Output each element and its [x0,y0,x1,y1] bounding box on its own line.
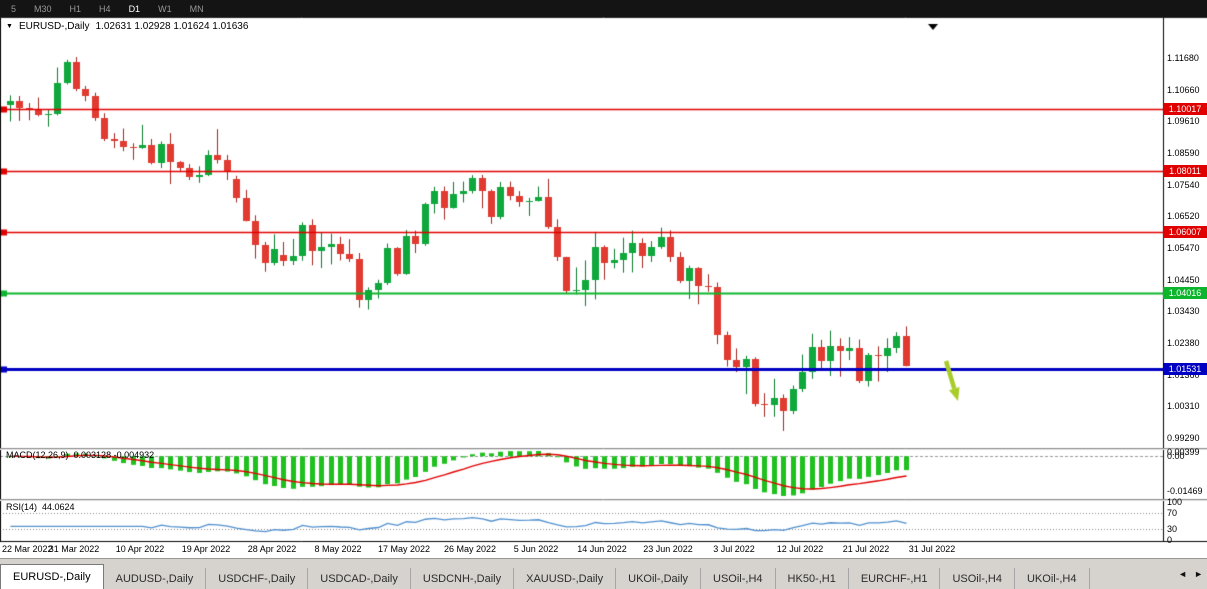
price-axis-label: 1.07540 [1167,179,1200,190]
timeframe-button-d1[interactable]: D1 [128,3,141,14]
timeframe-button-mn[interactable]: MN [189,3,204,14]
chart-tab-10-usoil-h4[interactable]: USOil-,H4 [940,568,1015,589]
chart-collapse-icon[interactable]: ▼ [6,22,13,30]
chart-tab-0-eurusd-daily[interactable]: EURUSD-,Daily [0,564,104,589]
timeframe-button-5[interactable]: 5 [11,3,17,14]
chart-tab-8-hk50-h1[interactable]: HK50-,H1 [776,568,849,589]
rsi-indicator-label: RSI(14) 44.0624 [6,502,75,512]
price-axis-label: 1.05470 [1167,243,1200,253]
price-axis-label: 0.99290 [1167,433,1200,443]
macd-axis-label: -0.01469 [1167,486,1203,496]
chart-tabs-bar: EURUSD-,Daily AUDUSD-,Daily USDCHF-,Daily U… [0,558,1207,589]
date-axis-label: 17 May 2022 [377,544,431,554]
price-level-tag[interactable]: 1.01531 [1163,363,1207,375]
price-axis-label: 1.04450 [1167,274,1200,285]
price-axis-label: 1.00310 [1167,401,1200,412]
macd-indicator-label: MACD(12,26,9) 0.003128 -0.004932 [6,450,154,460]
chart-tab-1-audusd-daily[interactable]: AUDUSD-,Daily [104,568,207,589]
chart-tab-5-xauusd-daily[interactable]: XAUUSD-,Daily [514,568,617,589]
rsi-axis-label: 70 [1167,508,1178,518]
date-axis-label: 8 May 2022 [314,544,362,554]
rsi-value: 44.0624 [42,502,75,512]
date-axis-label: 21 Jul 2022 [842,544,890,554]
price-axis-label: 1.09610 [1167,116,1200,127]
chart-tab-4-usdcnh-daily[interactable]: USDCNH-,Daily [411,568,515,589]
date-axis-label: 12 Jul 2022 [776,544,824,554]
date-axis-label: 14 Jun 2022 [577,544,627,554]
timeframe-button-h4[interactable]: H4 [99,3,111,14]
chart-tab-9-eurchf-h1[interactable]: EURCHF-,H1 [849,568,941,589]
price-level-tag[interactable]: 1.04016 [1163,287,1207,299]
chart-tab-2-usdchf-daily[interactable]: USDCHF-,Daily [206,568,309,589]
chart-symbol-period: EURUSD-,Daily [18,21,90,32]
chart-tab-3-usdcad-daily[interactable]: USDCAD-,Daily [308,568,411,589]
chart-tab-7-usoil-h4[interactable]: USOil-,H4 [701,568,776,589]
price-axis-label: 1.11680 [1167,53,1199,63]
rsi-name: RSI(14) [6,502,38,512]
price-axis-label: 1.03430 [1167,306,1200,317]
chart-tab-11-ukoil-h4[interactable]: UKOil-,H4 [1015,568,1090,589]
price-level-tag[interactable]: 1.08011 [1163,165,1207,177]
macd-axis-label: 0.00399 [1167,447,1200,457]
price-axis-label: 1.10660 [1167,84,1200,95]
tab-scroll-right-button[interactable]: ► [1194,569,1203,579]
date-axis-label: 19 Apr 2022 [181,544,231,554]
rsi-axis-label: 100 [1167,497,1183,507]
timeframe-button-w1[interactable]: W1 [158,3,172,14]
tab-scroll-buttons: ◄ ► [1178,569,1203,579]
price-axis-label: 1.02380 [1167,338,1200,348]
price-axis-label: 1.06520 [1167,211,1200,222]
date-axis-label: 5 Jun 2022 [513,544,559,554]
chart-tab-6-ukoil-daily[interactable]: UKOil-,Daily [616,568,702,589]
macd-name: MACD(12,26,9) [6,450,69,460]
timeframe-button-h1[interactable]: H1 [69,3,82,14]
chart-title: ▼ EURUSD-,Daily 1.02631 1.02928 1.01624 … [6,21,248,32]
timeframe-toolbar: 5 M30 H1 H4 D1 W1 MN [0,0,1207,17]
date-axis-label: 23 Jun 2022 [643,544,693,554]
chart-ohlc-values: 1.02631 1.02928 1.01624 1.01636 [95,21,249,32]
price-level-tag[interactable]: 1.10017 [1163,103,1207,115]
date-axis-label: 22 Mar 2022 [2,544,53,554]
date-axis-label: 28 Apr 2022 [247,544,297,554]
rsi-axis-label: 0 [1167,535,1173,545]
date-axis-label: 31 Mar 2022 [48,544,100,554]
tab-scroll-left-button[interactable]: ◄ [1178,569,1188,579]
price-axis-label: 1.08590 [1167,148,1200,158]
macd-axis-label: 0.00 [1167,451,1185,461]
macd-values: 0.003128 -0.004932 [73,450,155,460]
rsi-axis-label: 30 [1167,524,1178,534]
date-axis-label: 31 Jul 2022 [908,544,956,554]
date-axis-label: 3 Jul 2022 [713,544,755,554]
price-level-tag[interactable]: 1.06007 [1163,226,1207,238]
timeframe-button-m30[interactable]: M30 [34,3,52,14]
date-axis-label: 26 May 2022 [443,544,497,554]
date-axis-label: 10 Apr 2022 [115,544,165,554]
